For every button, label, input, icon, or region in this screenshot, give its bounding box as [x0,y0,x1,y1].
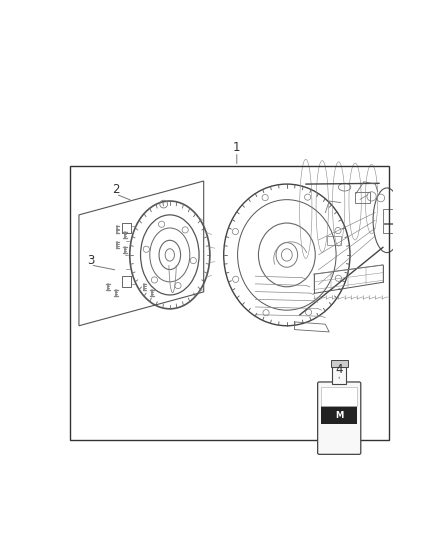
FancyBboxPatch shape [318,382,361,454]
Bar [355,192,370,203]
Text: M: M [335,411,343,421]
Bar [321,406,357,424]
Bar [331,360,348,367]
Bar [332,367,346,384]
Text: 2: 2 [112,183,120,196]
Text: 3: 3 [87,254,94,267]
Bar [70,166,389,440]
Bar [383,224,405,233]
Bar [327,236,341,245]
Text: 1: 1 [233,141,240,154]
Text: 4: 4 [336,363,343,376]
Bar [383,209,405,223]
Bar [321,386,357,406]
